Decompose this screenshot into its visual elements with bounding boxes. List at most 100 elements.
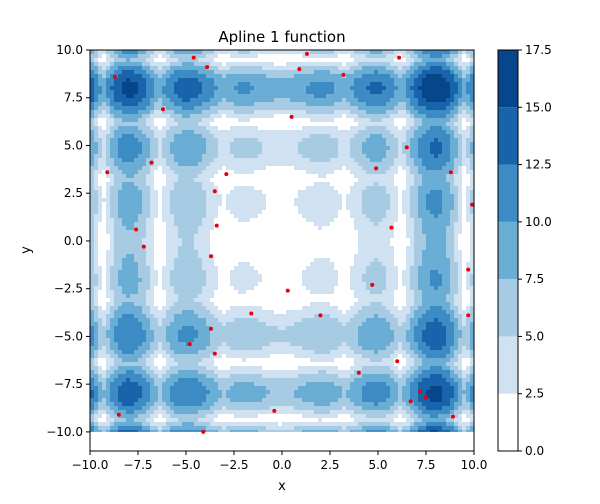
- contour-cell: [454, 198, 458, 202]
- contour-cell: [462, 214, 466, 218]
- contour-cell: [402, 126, 410, 130]
- sample-point: [105, 170, 110, 175]
- contour-cell: [154, 130, 166, 134]
- contour-cell: [458, 190, 462, 194]
- contour-cell: [394, 338, 406, 342]
- contour-cell: [158, 306, 162, 310]
- contour-cell: [218, 210, 230, 214]
- contour-cell: [194, 242, 210, 246]
- contour-cell: [154, 286, 162, 290]
- contour-cell: [450, 134, 454, 138]
- contour-cell: [450, 402, 454, 406]
- contour-cell: [306, 102, 334, 106]
- contour-cell: [150, 382, 154, 386]
- contour-cell: [402, 430, 410, 432]
- contour-cell: [106, 366, 110, 370]
- contour-cell: [162, 414, 170, 418]
- contour-cell: [450, 350, 454, 354]
- contour-cell: [118, 374, 142, 378]
- contour-cell: [98, 190, 102, 194]
- contour-cell: [418, 54, 430, 58]
- contour-cell: [90, 310, 94, 314]
- contour-cell: [90, 278, 98, 282]
- contour-cell: [414, 246, 426, 250]
- contour-cell: [110, 354, 118, 358]
- contour-cell: [226, 62, 274, 66]
- contour-cell: [138, 286, 150, 290]
- contour-cell: [350, 214, 366, 218]
- contour-cell: [470, 158, 474, 162]
- contour-cell: [170, 62, 182, 66]
- contour-cell: [370, 302, 382, 306]
- contour-cell: [422, 290, 450, 294]
- contour-cell: [94, 402, 98, 406]
- contour-cell: [306, 86, 334, 90]
- contour-cell: [94, 310, 98, 314]
- contour-cell: [118, 406, 142, 410]
- contour-cell: [170, 394, 206, 398]
- contour-cell: [114, 402, 122, 406]
- contour-cell: [426, 322, 442, 326]
- contour-cell: [222, 198, 226, 202]
- contour-cell: [106, 270, 110, 274]
- contour-cell: [162, 390, 170, 394]
- contour-cell: [390, 422, 410, 426]
- contour-cell: [294, 390, 342, 394]
- contour-cell: [262, 398, 302, 402]
- contour-cell: [442, 54, 450, 58]
- contour-cell: [402, 342, 410, 346]
- contour-cell: [338, 366, 350, 370]
- contour-cell: [150, 390, 158, 394]
- contour-cell: [114, 238, 142, 242]
- contour-cell: [218, 146, 230, 150]
- contour-cell: [414, 410, 422, 414]
- contour-cell: [470, 130, 474, 134]
- contour-cell: [94, 70, 98, 74]
- contour-cell: [342, 390, 346, 394]
- contour-cell: [426, 206, 442, 210]
- contour-cell: [398, 218, 406, 222]
- contour-cell: [458, 118, 462, 122]
- contour-cell: [150, 166, 158, 170]
- contour-cell: [214, 58, 354, 62]
- contour-cell: [218, 282, 230, 286]
- contour-cell: [442, 146, 450, 150]
- contour-cell: [182, 326, 194, 330]
- contour-cell: [398, 398, 402, 402]
- contour-cell: [462, 178, 470, 182]
- contour-cell: [366, 430, 386, 432]
- contour-cell: [150, 102, 154, 106]
- contour-cell: [354, 290, 370, 294]
- contour-cell: [154, 294, 166, 298]
- contour-cell: [90, 102, 94, 106]
- contour-cell: [146, 338, 154, 342]
- contour-cell: [218, 286, 234, 290]
- contour-cell: [406, 86, 410, 90]
- contour-cell: [150, 190, 158, 194]
- contour-cell: [166, 134, 174, 138]
- contour-cell: [378, 350, 394, 354]
- contour-cell: [110, 322, 118, 326]
- contour-cell: [154, 418, 166, 422]
- contour-cell: [90, 246, 94, 250]
- contour-cell: [470, 194, 474, 198]
- contour-cell: [462, 330, 470, 334]
- contour-cell: [90, 158, 94, 162]
- contour-cell: [410, 198, 418, 202]
- contour-cell: [402, 202, 410, 206]
- contour-cell: [210, 242, 358, 246]
- contour-cell: [454, 350, 462, 354]
- contour-cell: [146, 358, 154, 362]
- contour-cell: [330, 134, 354, 138]
- contour-cell: [450, 346, 458, 350]
- contour-cell: [458, 202, 462, 206]
- contour-cell: [358, 250, 394, 254]
- contour-cell: [218, 386, 230, 390]
- contour-cell: [138, 398, 150, 402]
- contour-cell: [110, 198, 118, 202]
- contour-cell: [98, 242, 110, 246]
- contour-cell: [214, 258, 314, 262]
- contour-cell: [214, 314, 314, 318]
- contour-cell: [166, 122, 178, 126]
- contour-cell: [166, 70, 174, 74]
